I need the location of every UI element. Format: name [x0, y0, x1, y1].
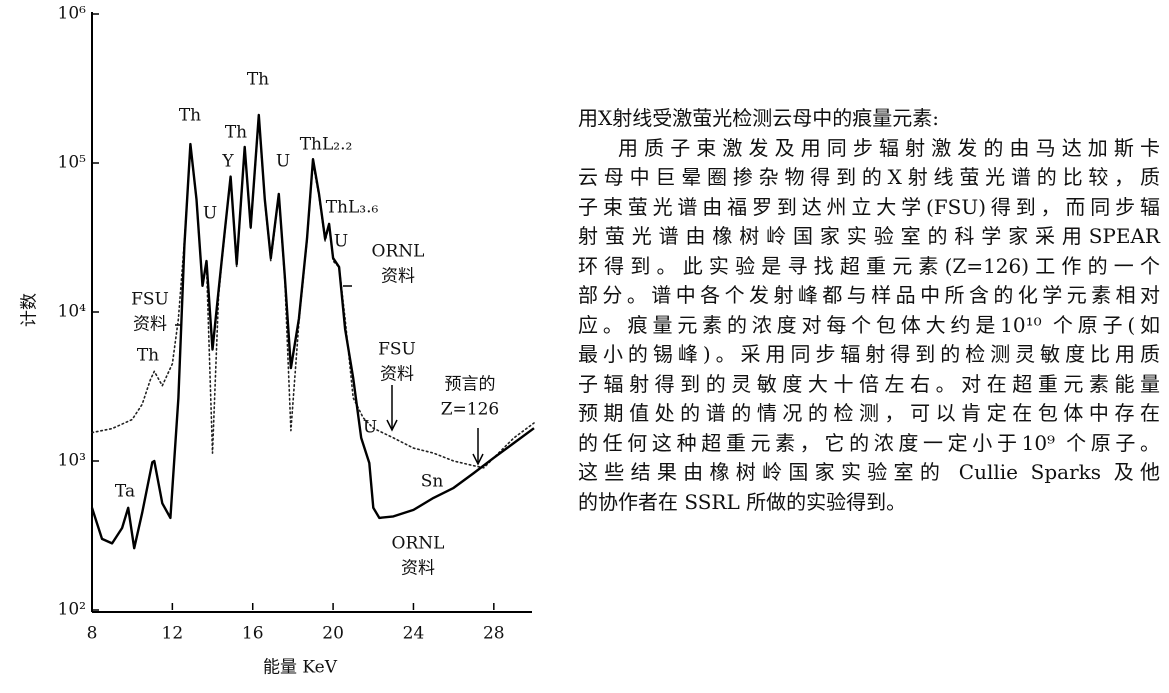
annotation: Y: [221, 152, 234, 172]
annotation: Ta: [115, 482, 135, 502]
series-line: [91, 117, 535, 469]
y-tick-label: 10⁴: [58, 302, 87, 322]
annotation: 预言的: [445, 375, 496, 395]
x-tick-label: 20: [322, 624, 344, 644]
annotation: U: [203, 204, 217, 224]
annotation: 资料: [133, 315, 167, 335]
annotation: ThL₃.₆: [326, 198, 379, 218]
caption-line: 用质子束激发及用同步辐射激发的由马达加斯卡: [618, 135, 1160, 160]
annotation: FSU: [378, 340, 416, 360]
caption-line: 部分。谱中各个发射峰都与样品中所含的化学元素相对: [578, 283, 1160, 307]
caption-line: 环得到。此实验是寻找超重元素(Z=126)工作的一个: [578, 253, 1160, 278]
annotation: ORNL: [372, 242, 425, 262]
x-tick-label: 12: [162, 624, 184, 644]
y-axis-label: 计数: [20, 293, 40, 327]
annotation: Th: [225, 123, 247, 143]
caption-line: 子束萤光谱由福罗到达州立大学(FSU)得到，而同步辐: [578, 194, 1160, 219]
annotation: U: [363, 418, 377, 438]
annotation: Th: [137, 346, 159, 366]
caption-line: 云母中巨晕圈掺杂物得到的X射线萤光谱的比较，质: [578, 165, 1160, 189]
caption-line: 预期值处的谱的情况的检测，可以肯定在包体中存在: [578, 401, 1160, 425]
annotation: Sn: [421, 472, 444, 492]
annotation: 资料: [380, 365, 414, 385]
caption-line: 的任何这种超重元素，它的浓度一定小于10⁹ 个原子。: [578, 430, 1160, 455]
series-line: [90, 113, 535, 550]
caption-line: 这些结果由橡树岭国家实验室的 Cullie Sparks 及他: [578, 460, 1160, 484]
x-tick-label: 24: [403, 624, 425, 644]
annotation: U: [276, 152, 290, 172]
y-tick-label: 10³: [58, 451, 86, 471]
caption: 用X射线受激萤光检测云母中的痕量元素: 用质子束激发及用同步辐射激发的由马达加斯…: [578, 104, 1160, 517]
annotation: 资料: [381, 267, 415, 287]
arrows: [175, 285, 484, 466]
caption-line: 射萤光谱由橡树岭国家实验室的科学家采用SPEAR: [578, 224, 1160, 248]
y-tick-label: 10⁶: [58, 4, 87, 24]
annotation: Z=126: [441, 400, 500, 420]
x-tick-label: 28: [483, 624, 505, 644]
x-axis-label: 能量 KeV: [263, 658, 338, 678]
x-tick-label: 8: [87, 624, 98, 644]
caption-title: 用X射线受激萤光检测云母中的痕量元素:: [578, 106, 939, 130]
caption-line: 子辐射得到的灵敏度大十倍左右。对在超重元素能量: [578, 371, 1160, 396]
annotation: Th: [247, 70, 269, 90]
annotation: 资料: [401, 559, 435, 579]
x-tick-label: 16: [242, 624, 264, 644]
annotation: ThL₂.₂: [300, 135, 353, 155]
annotation: ORNL: [392, 534, 445, 554]
caption-line: 最小的锡峰)。采用同步辐射得到的检测灵敏度比用质: [578, 342, 1160, 366]
caption-line: 应。痕量元素的浓度对每个包体大约是10¹⁰ 个原子(如: [578, 312, 1160, 337]
annotation: FSU: [131, 290, 169, 310]
caption-line: 的协作者在 SSRL 所做的实验得到。: [578, 489, 907, 514]
y-tick-label: 10²: [58, 600, 86, 620]
chart: 计数 能量 KeV 10² 10³ 10⁴ 10⁵ 10⁶ 8 12 16 20 24 28 Th Th…: [20, 4, 535, 678]
y-tick-label: 10⁵: [58, 153, 87, 173]
annotation: U: [334, 232, 348, 252]
annotation: Th: [179, 106, 201, 126]
